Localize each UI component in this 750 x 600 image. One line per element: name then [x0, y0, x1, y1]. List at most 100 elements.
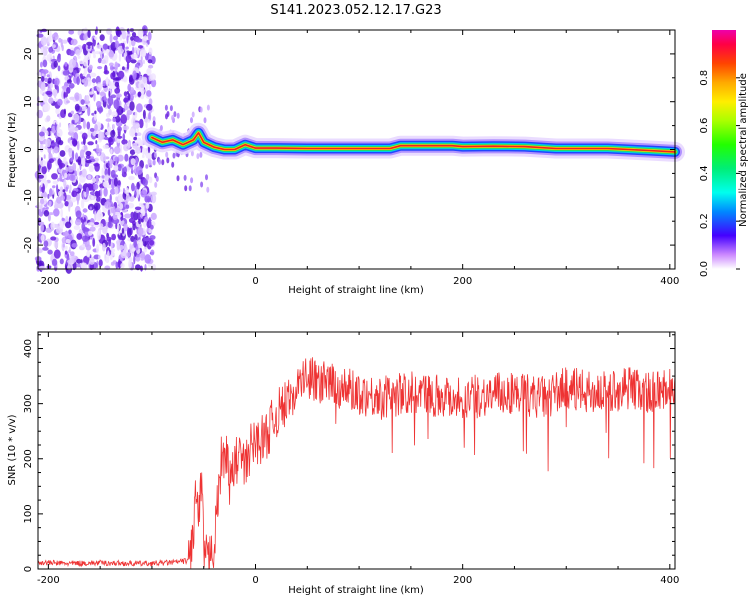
noise-blob	[87, 29, 91, 39]
noise-blob	[107, 137, 114, 143]
noise-blob	[129, 149, 136, 155]
noise-blob	[99, 223, 104, 231]
noise-blob	[122, 125, 130, 131]
noise-blob	[43, 154, 46, 159]
noise-blob	[102, 242, 106, 252]
x-tick-label: -200	[37, 276, 60, 287]
noise-blob	[67, 165, 74, 173]
noise-blob	[54, 122, 57, 131]
noise-blob	[96, 230, 101, 241]
noise-blob	[142, 109, 146, 120]
transition-blob	[176, 175, 180, 182]
noise-blob	[50, 143, 57, 147]
noise-blob	[143, 237, 151, 242]
noise-blob	[79, 149, 85, 159]
noise-blob	[134, 132, 138, 137]
noise-blob	[137, 227, 144, 236]
noise-blob	[71, 243, 78, 248]
noise-blob	[127, 33, 131, 37]
noise-blob	[88, 258, 95, 265]
noise-blob	[137, 47, 140, 56]
noise-blob	[47, 147, 52, 154]
noise-blob	[122, 66, 125, 71]
noise-blob	[112, 206, 116, 216]
noise-blob	[138, 218, 141, 225]
noise-blob	[148, 176, 153, 184]
noise-blob	[148, 98, 153, 106]
x-tick-label: 0	[252, 575, 258, 586]
noise-blob	[45, 138, 51, 148]
y-tick-label: -20	[23, 237, 34, 253]
noise-blob	[37, 154, 41, 165]
noise-blob	[123, 143, 130, 152]
noise-blob	[142, 51, 147, 57]
noise-blob	[46, 206, 49, 210]
noise-blob	[83, 227, 90, 232]
noise-blob	[123, 243, 128, 251]
transition-blob	[154, 181, 158, 188]
noise-blob	[147, 59, 153, 64]
noise-blob	[80, 105, 87, 110]
noise-blob	[133, 136, 138, 141]
noise-blob	[150, 249, 155, 256]
noise-blob	[139, 118, 144, 129]
noise-blob	[65, 194, 72, 201]
noise-blob	[76, 196, 79, 206]
noise-blob	[151, 78, 157, 88]
noise-blob	[79, 131, 84, 135]
noise-blob	[113, 146, 121, 155]
noise-blob	[96, 148, 103, 153]
noise-blob	[68, 83, 75, 89]
figure-title: S141.2023.052.12.17.G23	[270, 3, 441, 18]
noise-blob	[94, 36, 98, 41]
x-tick-label: -200	[37, 575, 60, 586]
noise-blob	[86, 250, 91, 258]
noise-blob	[142, 35, 148, 41]
transition-blob	[199, 151, 203, 158]
noise-blob	[105, 79, 109, 87]
noise-blob	[104, 174, 109, 182]
noise-blob	[89, 127, 95, 132]
noise-blob	[50, 236, 57, 241]
noise-blob	[120, 263, 125, 269]
noise-blob	[138, 81, 145, 91]
noise-blob	[129, 128, 136, 137]
snr-xlabel: Height of straight line (km)	[288, 585, 424, 596]
noise-blob	[136, 239, 144, 249]
noise-blob	[131, 31, 137, 38]
x-tick-label: 200	[453, 575, 472, 586]
snr-x-ticks: -200 0 200 400	[37, 332, 679, 586]
noise-blob	[148, 84, 151, 91]
noise-blob	[147, 157, 152, 166]
noise-blob	[103, 187, 108, 197]
noise-blob	[75, 210, 82, 219]
transition-blob	[155, 175, 159, 182]
noise-blob	[62, 39, 68, 44]
noise-blob	[110, 188, 116, 195]
noise-blob	[125, 193, 130, 202]
noise-blob	[144, 216, 149, 223]
noise-blob	[111, 233, 116, 241]
noise-blob	[57, 98, 63, 106]
noise-blob	[62, 70, 70, 76]
noise-blob	[102, 99, 107, 108]
noise-blob	[51, 173, 58, 180]
noise-blob	[59, 150, 66, 157]
transition-blob	[188, 185, 192, 192]
snr-frame	[37, 331, 676, 570]
noise-blob	[123, 91, 128, 97]
noise-blob	[145, 164, 149, 169]
noise-blob	[112, 117, 116, 123]
y-tick-label: 20	[23, 48, 34, 61]
noise-blob	[53, 146, 60, 154]
noise-blob	[107, 96, 114, 106]
noise-blob	[142, 178, 148, 187]
y-tick-label: 400	[23, 339, 34, 358]
noise-blob	[52, 88, 58, 97]
noise-blob	[66, 79, 72, 84]
colorbar-ticks: 0.0 0.2 0.4 0.6 0.8	[699, 70, 740, 277]
noise-blob	[124, 213, 131, 219]
noise-blob	[75, 49, 81, 56]
colorbar-tick-label: 0.2	[699, 213, 710, 229]
